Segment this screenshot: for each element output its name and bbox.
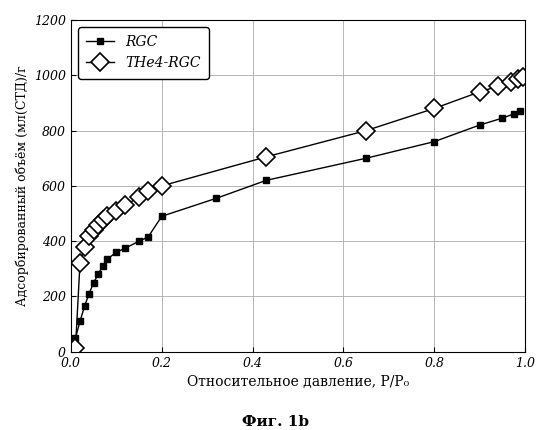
- Y-axis label: Адсорбированный объём (мл(СТД)/г: Адсорбированный объём (мл(СТД)/г: [15, 66, 29, 306]
- THe4-RGC: [122, 203, 129, 208]
- RGC: [113, 250, 120, 255]
- THe4-RGC: [100, 218, 106, 223]
- RGC: [476, 123, 483, 128]
- RGC: [95, 272, 101, 277]
- Line: THe4-RGC: THe4-RGC: [69, 71, 529, 354]
- X-axis label: Относительное давление, P/P₀: Относительное давление, P/P₀: [187, 375, 409, 389]
- THe4-RGC: [86, 233, 92, 238]
- THe4-RGC: [76, 261, 83, 266]
- RGC: [90, 280, 97, 285]
- THe4-RGC: [136, 194, 142, 200]
- THe4-RGC: [145, 189, 151, 194]
- THe4-RGC: [494, 84, 501, 89]
- THe4-RGC: [113, 208, 120, 213]
- RGC: [72, 335, 79, 341]
- THe4-RGC: [519, 74, 526, 79]
- RGC: [136, 239, 142, 244]
- RGC: [158, 214, 165, 219]
- RGC: [213, 196, 219, 201]
- Legend: RGC, THe4-RGC: RGC, THe4-RGC: [78, 27, 209, 79]
- THe4-RGC: [263, 154, 270, 160]
- RGC: [510, 111, 517, 117]
- RGC: [122, 246, 129, 251]
- THe4-RGC: [158, 183, 165, 188]
- RGC: [100, 264, 106, 269]
- THe4-RGC: [81, 244, 88, 249]
- RGC: [145, 234, 151, 240]
- THe4-RGC: [508, 80, 515, 85]
- THe4-RGC: [515, 77, 521, 82]
- THe4-RGC: [90, 227, 97, 233]
- THe4-RGC: [363, 128, 370, 133]
- RGC: [517, 109, 524, 114]
- Text: Фиг. 1b: Фиг. 1b: [241, 415, 309, 429]
- THe4-RGC: [72, 345, 79, 350]
- RGC: [81, 304, 88, 309]
- RGC: [76, 319, 83, 324]
- RGC: [431, 139, 437, 144]
- THe4-RGC: [476, 89, 483, 95]
- THe4-RGC: [95, 222, 101, 227]
- THe4-RGC: [431, 106, 437, 111]
- RGC: [363, 156, 370, 161]
- RGC: [86, 291, 92, 296]
- RGC: [104, 257, 111, 262]
- THe4-RGC: [104, 214, 111, 219]
- RGC: [499, 116, 505, 121]
- Line: RGC: RGC: [72, 108, 524, 341]
- RGC: [263, 178, 270, 183]
